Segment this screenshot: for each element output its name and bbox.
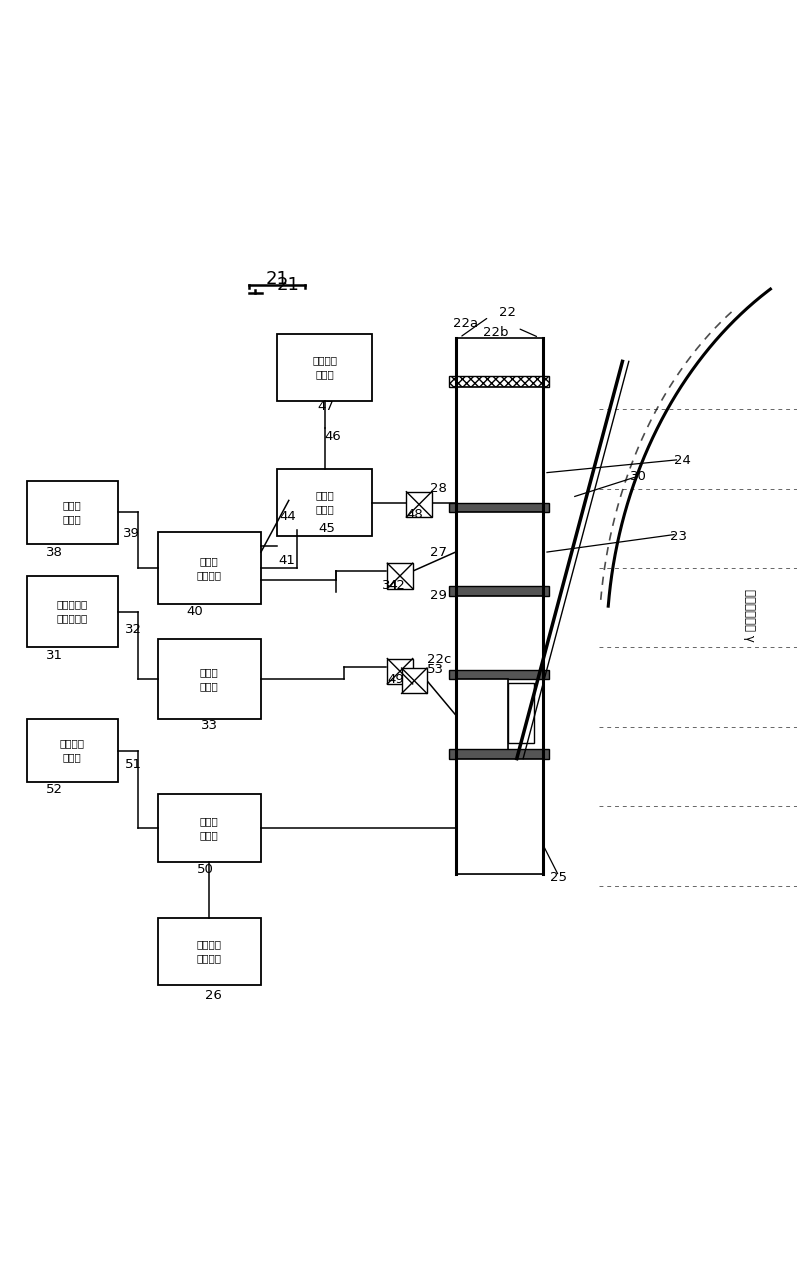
Text: 25: 25 [550,871,567,884]
Bar [387,563,413,589]
Bar [499,386,543,504]
Bar [456,759,543,874]
Bar [456,337,499,378]
Text: 33: 33 [201,719,218,731]
Bar [158,917,261,985]
Text: 22c: 22c [426,653,451,666]
Text: 52: 52 [46,783,63,796]
Text: 废弃药剂
储存部: 废弃药剂 储存部 [312,355,337,379]
Text: 51: 51 [126,759,142,772]
Text: 校正液
储存部: 校正液 储存部 [63,500,82,524]
Text: 42: 42 [388,578,406,592]
Bar [456,679,508,750]
Text: 34: 34 [382,578,399,592]
Text: 22a: 22a [454,317,478,330]
Bar [456,679,508,750]
Text: 体液回
收机构: 体液回 收机构 [200,816,218,840]
Text: 30: 30 [630,470,646,482]
Text: 29: 29 [430,590,447,602]
Text: 47: 47 [317,400,334,413]
Bar [26,576,118,648]
Bar [456,386,543,504]
Text: 22: 22 [498,306,516,318]
Text: 48: 48 [406,508,423,522]
Bar [456,513,543,587]
Text: 44: 44 [280,510,296,523]
Text: 21: 21 [266,270,288,288]
Bar [450,586,550,596]
Text: 21: 21 [277,277,300,294]
Text: 体液排出部位 γ: 体液排出部位 γ [743,589,756,642]
Text: 药剂回
收机构: 药剂回 收机构 [315,490,334,514]
Bar [456,337,543,378]
Bar [277,333,372,402]
Bar [387,658,413,685]
Text: 45: 45 [318,522,335,534]
Bar [499,596,543,671]
Text: 26: 26 [205,989,222,1002]
Bar [277,469,372,537]
Bar [450,375,550,386]
Text: 50: 50 [197,864,214,877]
Bar [499,337,543,378]
Text: 离子电离
检测装置: 离子电离 检测装置 [197,940,222,964]
Text: 体液排出配
药剂储存部: 体液排出配 药剂储存部 [57,600,88,624]
Bar [456,759,543,874]
Text: 41: 41 [278,553,296,567]
Text: 27: 27 [430,546,447,558]
Text: 32: 32 [126,624,142,637]
Text: 39: 39 [123,527,140,541]
Text: 53: 53 [427,663,444,676]
Bar [508,683,534,743]
Bar [456,596,543,671]
Text: 31: 31 [46,649,63,662]
Text: 38: 38 [46,546,63,558]
Bar [26,480,118,544]
Bar [158,794,261,861]
Bar [456,386,499,504]
Text: 28: 28 [430,482,447,495]
Text: 23: 23 [670,529,686,543]
Text: 46: 46 [324,431,341,443]
Bar [406,491,432,517]
Text: 废弃体液
储存部: 废弃体液 储存部 [60,739,85,763]
Bar [26,719,118,783]
Bar [158,639,261,719]
Bar [456,596,499,671]
Bar [450,503,550,513]
Text: 校正液
供给机构: 校正液 供给机构 [197,556,222,580]
Bar [456,513,543,587]
Text: 24: 24 [674,455,690,467]
Bar [402,668,427,693]
Bar [450,749,550,759]
Text: 药剂供
给机构: 药剂供 给机构 [200,667,218,691]
Text: 22b: 22b [483,326,509,340]
Text: 40: 40 [186,605,203,618]
Bar [450,669,550,679]
Text: 49: 49 [388,673,405,686]
Bar [158,532,261,604]
